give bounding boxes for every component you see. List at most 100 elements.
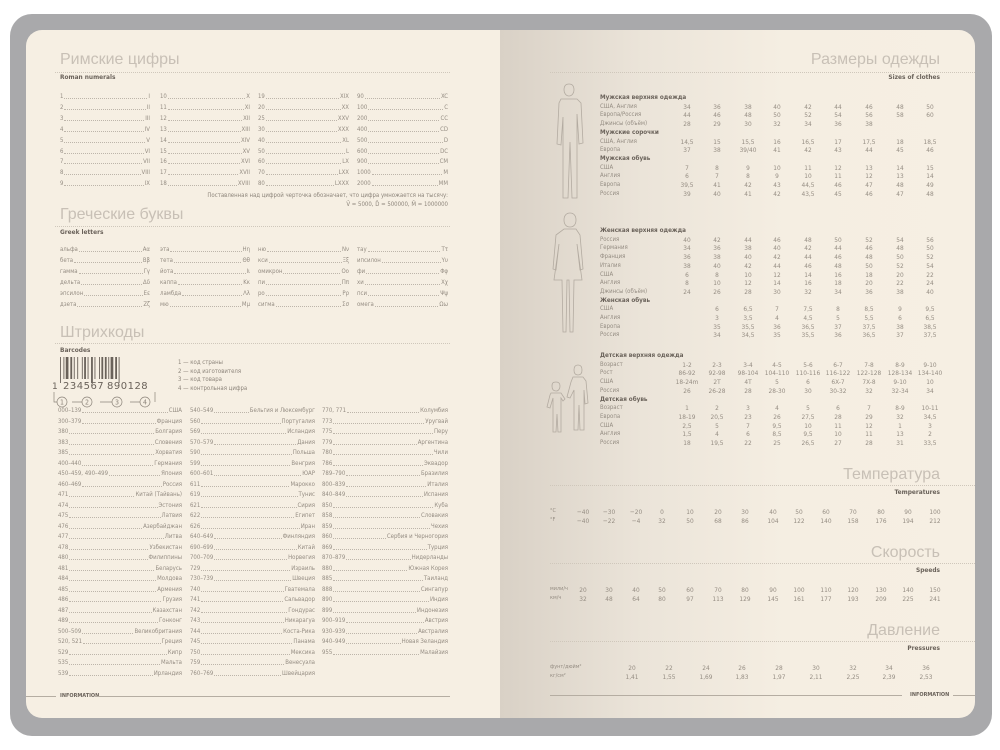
pressure-value: 2,11 — [809, 672, 823, 681]
pressure-value: 22 — [665, 664, 673, 672]
country-row: 885 Таиланд — [322, 576, 448, 582]
country-row: 640–649 Финляндия — [190, 534, 315, 540]
dot-leader — [201, 506, 297, 508]
country-key: 840–849 — [322, 491, 346, 498]
size-value: 10 — [926, 378, 934, 387]
country-key: 880 — [322, 564, 333, 572]
dot-leader — [346, 622, 424, 623]
pressure-unit-label: кг/см² — [550, 672, 566, 679]
roman-value: IV — [144, 125, 150, 133]
roman-key: 14 — [160, 136, 167, 144]
roman-value: CD — [440, 125, 448, 133]
size-value: 8 — [685, 279, 689, 288]
size-value: 18 — [865, 270, 873, 279]
size-value: 9,5 — [772, 421, 782, 430]
country-row: 626 Иран — [190, 523, 315, 530]
country-row: 621 Сирия — [190, 502, 315, 509]
dot-leader — [64, 141, 146, 143]
dot-leader — [265, 174, 338, 176]
size-value: 3 — [715, 314, 719, 322]
size-row-label: США — [600, 378, 614, 386]
dot-leader — [69, 569, 155, 571]
speed-value: 140 — [902, 586, 914, 594]
sizes-subtitle: Sizes of clothes — [888, 73, 940, 81]
country-key: 742 — [190, 606, 201, 614]
country-value: Бельгия и Люксембург — [249, 407, 315, 414]
dot-leader — [64, 174, 141, 176]
size-value: 50 — [834, 235, 842, 244]
country-row: 859 Чехия — [322, 523, 448, 530]
dot-leader — [174, 273, 246, 274]
pressure-value: 30 — [812, 664, 820, 672]
roman-title: Римские цифры — [60, 51, 180, 68]
size-value: 36 — [834, 331, 842, 340]
size-value: 15 — [926, 163, 934, 172]
size-value: 50 — [926, 244, 934, 253]
dot-leader — [367, 251, 441, 252]
barcode-bar — [118, 357, 120, 383]
size-value: 41 — [713, 181, 721, 189]
pressure-value: 28 — [775, 664, 783, 672]
dot-leader — [333, 601, 429, 602]
country-key: 730–739 — [190, 575, 214, 582]
barcode-marker-label: 4 — [143, 399, 147, 407]
size-value: 38 — [713, 253, 721, 262]
country-row: 870–879 Нидерланды — [322, 555, 448, 561]
roman-key: 5 — [60, 136, 64, 144]
dot-leader — [201, 454, 292, 455]
roman-row: 6 VI — [60, 148, 150, 155]
dot-leader — [265, 98, 339, 99]
roman-value: XXV — [337, 114, 349, 122]
country-value: Таиланд — [423, 575, 448, 582]
greek-key: фи — [357, 268, 366, 275]
country-value: Панама — [293, 638, 315, 645]
country-value: Нидерланды — [411, 554, 448, 561]
size-value: 20 — [896, 270, 904, 279]
size-value: 1 — [898, 421, 902, 430]
dot-leader — [346, 559, 411, 560]
dot-leader — [64, 98, 148, 99]
size-value: 10 — [804, 172, 812, 181]
speed-value: 97 — [686, 594, 694, 603]
size-value: 39,5 — [680, 181, 694, 189]
roman-key: 500 — [357, 136, 368, 144]
country-row: 779 Аргентина — [322, 438, 448, 446]
size-value: 48 — [804, 235, 812, 244]
greek-row: ро Ρρ — [258, 291, 349, 297]
country-row: 890 Индия — [322, 597, 448, 603]
country-value: Гондурас — [288, 606, 315, 614]
size-value: 25 — [773, 439, 781, 447]
size-value: 46 — [926, 146, 934, 155]
barcode-marker — [139, 396, 151, 408]
country-value: Гватемала — [284, 585, 315, 593]
temperature-value: 122 — [793, 516, 805, 525]
roman-value: IX — [144, 180, 150, 188]
barcode-legend-item: 2 — код изготовителя — [178, 367, 242, 375]
roman-key: 8 — [60, 169, 64, 177]
roman-key: 13 — [160, 125, 167, 133]
size-value: 13 — [865, 163, 873, 172]
size-row-label: Рост — [600, 369, 613, 377]
footer-rule — [26, 696, 56, 697]
size-section-header: Женская обувь — [600, 296, 651, 304]
size-section-header: Детская обувь — [600, 395, 648, 403]
country-key: 779 — [322, 438, 333, 446]
dot-leader — [265, 163, 342, 165]
greek-key: ню — [258, 246, 267, 253]
greek-row: омикрон Οο — [258, 269, 349, 275]
country-key: 770, 771 — [322, 407, 347, 414]
barcode-bar — [110, 357, 114, 379]
country-key: 477 — [58, 533, 69, 540]
barcode-bar — [65, 357, 69, 379]
pressure-value: 32 — [849, 664, 857, 672]
country-value: Куба — [434, 501, 448, 509]
size-value: 45 — [896, 146, 904, 155]
barcode-bar — [108, 357, 110, 379]
country-value: Азербайджан — [143, 522, 182, 530]
size-value: 36 — [713, 244, 721, 253]
size-value: 28 — [744, 386, 752, 395]
country-row: 789–790 Бразилия — [322, 471, 448, 477]
size-value: 14 — [804, 270, 812, 279]
size-value: 8 — [715, 163, 719, 172]
size-value: 42 — [804, 146, 812, 155]
